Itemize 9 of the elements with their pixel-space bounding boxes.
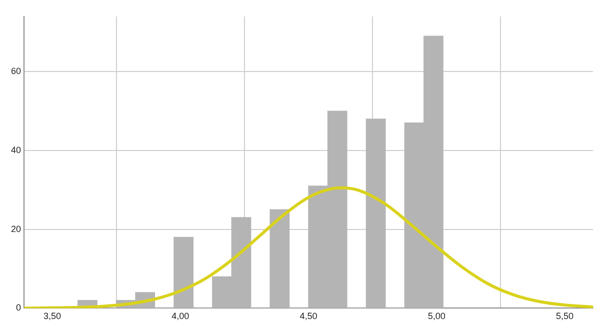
x-tick-label: 3,50 [43, 311, 61, 322]
y-tick-label: 0 [16, 302, 22, 313]
x-tick-label: 5,50 [556, 311, 574, 322]
y-tick-label: 60 [10, 66, 22, 76]
y-tick-label: 40 [10, 144, 22, 155]
x-tick-label: 5,00 [428, 311, 446, 322]
x-tick-label: 4,00 [172, 311, 190, 322]
y-tick-label: 20 [10, 224, 22, 234]
x-tick-label: 4,50 [300, 311, 318, 322]
